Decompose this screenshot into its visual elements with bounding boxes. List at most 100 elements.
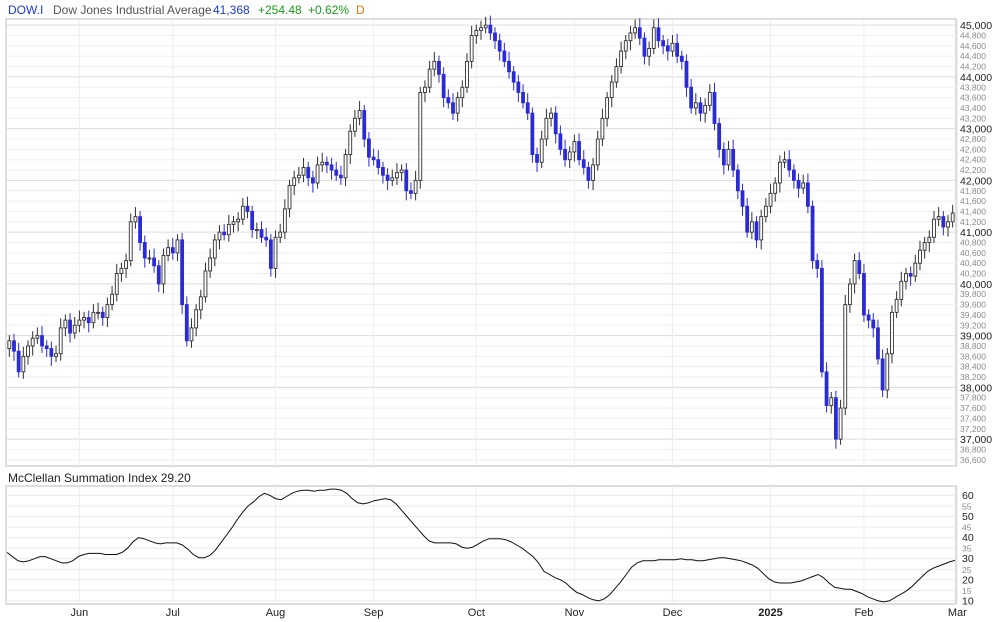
candle-body [782,159,787,163]
price-tick-label-minor: 36,800 [960,444,986,454]
candle-body [679,55,684,62]
candle-body [306,167,311,179]
candle-body [170,247,175,254]
candle-body [511,71,516,83]
candle-body [404,169,409,192]
price-tick-label-minor: 43,400 [960,103,986,113]
candle-body [376,159,381,168]
indicator-tick-label: 55 [962,501,972,511]
candle-body [138,216,142,243]
candle-body [810,205,815,262]
candle-body [549,112,553,119]
candle-body [689,86,694,109]
candle-body [315,164,320,184]
candle-body [908,273,913,277]
candle-body [63,319,68,329]
date-x-axis: JunJulAugSepOctNovDec2025FebMarAprMay [71,607,968,619]
candle-body [852,260,857,285]
candle-body [848,283,852,306]
candle-body [647,48,652,57]
candle-body [684,60,689,88]
candle-body [567,151,572,161]
candle-body [777,161,782,184]
candle-body [605,97,609,119]
price-tick-label-minor: 40,800 [960,238,986,248]
symbol-label[interactable]: DOW.I [8,3,43,17]
candle-body [656,27,661,42]
candle-body [413,179,418,194]
indicator-title: McClellan Summation Index 29.20 [8,471,191,485]
candle-body [7,340,12,350]
candle-body [259,229,264,238]
price-tick-label-minor: 37,400 [960,413,986,423]
candle-body [665,45,670,52]
candle-body [371,156,376,161]
candle-body [843,304,848,409]
candle-body [30,337,35,347]
candle-body [707,91,712,106]
candle-body [745,205,750,233]
candle-body [866,314,871,321]
candle-body [12,340,16,352]
candle-body [474,29,479,36]
candle-body [801,182,806,189]
candle-body [651,27,656,49]
candle-body [212,239,217,259]
candle-body [749,221,754,233]
indicator-tick-label: 50 [962,511,974,523]
candle-body [231,221,236,225]
candle-body [142,242,147,259]
price-tick-label-minor: 37,800 [960,393,986,403]
candle-body [100,311,105,318]
candle-body [890,311,894,355]
x-tick-label: 2025 [758,607,782,619]
candle-body [479,27,483,31]
candle-body [525,102,530,114]
price-tick-label-minor: 39,600 [960,300,986,310]
candle-body [483,24,488,29]
candle-body [432,60,437,70]
candle-body [717,123,722,150]
indicator-grid [6,487,958,603]
candle-body [226,223,231,236]
price-change: +254.48 [258,3,302,17]
candle-body [563,148,567,161]
candle-body [26,345,30,357]
candle-body [128,221,133,262]
candle-body [254,229,259,232]
price-tick-label-minor: 38,200 [960,372,986,382]
candle-body [82,317,86,321]
candle-body [147,257,152,260]
indicator-tick-label: 60 [962,490,974,502]
candle-body [96,311,100,314]
candle-body [600,117,605,140]
candle-body [805,182,810,207]
price-tick-label: 40,000 [960,279,992,291]
candle-body [217,231,222,241]
indicator-tick-label: 15 [962,586,972,596]
indicator-tick-label: 10 [962,595,974,607]
candle-body [161,254,166,285]
candle-body [535,154,539,163]
indicator-panel: McClellan Summation Index 29.20 10152025… [5,471,974,607]
index-name: Dow Jones Industrial Average [53,3,212,17]
candle-body [16,350,21,373]
candle-body [455,97,460,114]
candle-body [834,397,838,440]
price-tick-label-minor: 44,800 [960,31,986,41]
candle-body [581,159,586,168]
candle-body [469,35,474,62]
candle-body [703,104,708,114]
period-label[interactable]: D [356,3,365,17]
price-tick-label-minor: 43,200 [960,113,986,123]
price-tick-label-minor: 41,600 [960,196,986,206]
candle-body [768,192,773,207]
candle-body [423,86,427,93]
candle-body [437,60,441,75]
candle-body [493,32,497,42]
candle-body [796,179,801,189]
candle-body [114,273,119,295]
